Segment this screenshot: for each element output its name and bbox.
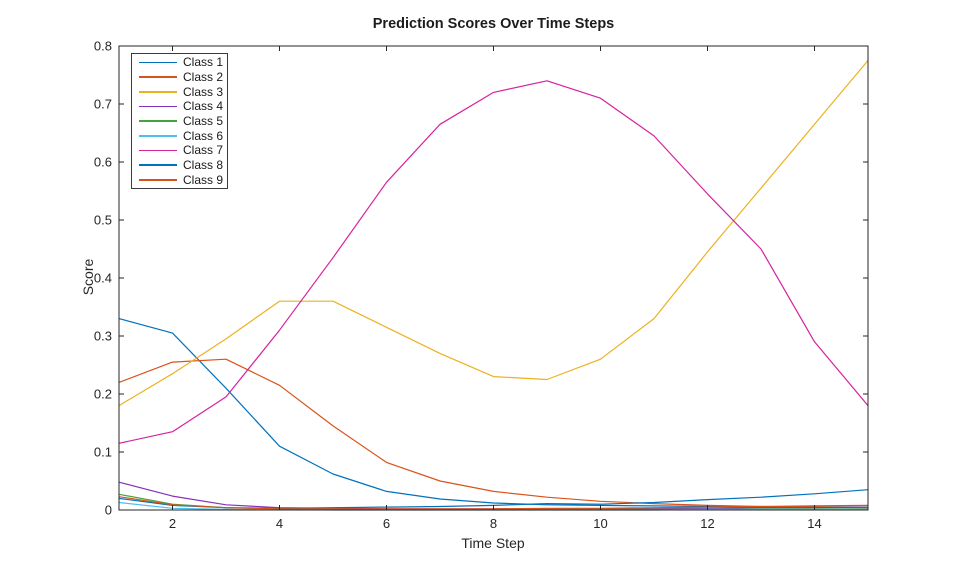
legend-label: Class 5 bbox=[183, 114, 224, 129]
legend-line-swatch bbox=[139, 90, 177, 93]
legend-line-swatch bbox=[139, 61, 177, 64]
axes-box bbox=[118, 45, 869, 511]
y-tick-label: 0.7 bbox=[94, 97, 112, 112]
x-tick-label: 8 bbox=[490, 516, 497, 531]
legend-label: Class 3 bbox=[183, 84, 224, 99]
y-tick-label: 0.2 bbox=[94, 387, 112, 402]
legend-line-swatch bbox=[139, 120, 177, 122]
legend-item-class-3: Class 3 bbox=[132, 84, 227, 99]
x-tick-label: 10 bbox=[593, 516, 607, 531]
x-tick-label: 2 bbox=[169, 516, 176, 531]
legend-label: Class 7 bbox=[183, 143, 224, 158]
y-tick-label: 0.3 bbox=[94, 329, 112, 344]
legend-line-swatch bbox=[139, 164, 177, 166]
y-tick-label: 0 bbox=[105, 503, 112, 518]
legend-item-class-6: Class 6 bbox=[132, 128, 227, 143]
legend-label: Class 6 bbox=[183, 128, 224, 143]
legend-line-swatch bbox=[139, 134, 177, 137]
y-tick-label: 0.5 bbox=[94, 213, 112, 228]
series-line-class-1 bbox=[118, 318, 868, 508]
legend-label: Class 8 bbox=[183, 158, 224, 173]
legend-line-swatch bbox=[139, 76, 177, 78]
legend-label: Class 9 bbox=[183, 172, 224, 187]
legend-label: Class 4 bbox=[183, 99, 224, 114]
legend-item-class-4: Class 4 bbox=[132, 99, 227, 114]
legend-line-swatch bbox=[139, 149, 177, 152]
series-line-class-2 bbox=[118, 358, 869, 509]
legend: Class 1 Class 2 Class 3 Class 4 Class 5 Class… bbox=[131, 53, 228, 190]
legend-label: Class 1 bbox=[183, 55, 224, 70]
legend-item-class-1: Class 1 bbox=[132, 55, 227, 70]
x-axis-label: Time Step bbox=[461, 535, 525, 551]
series-line-class-7 bbox=[118, 80, 869, 444]
x-tick-label: 14 bbox=[807, 516, 821, 531]
x-tick-label: 12 bbox=[700, 516, 714, 531]
y-tick-label: 0.8 bbox=[94, 39, 112, 54]
legend-line-swatch bbox=[139, 105, 177, 108]
series-line-class-3 bbox=[118, 60, 869, 407]
x-tick-label: 4 bbox=[276, 516, 283, 531]
y-tick-label: 0.1 bbox=[94, 445, 112, 460]
y-tick-label: 0.6 bbox=[94, 155, 112, 170]
legend-item-class-5: Class 5 bbox=[132, 114, 227, 129]
y-tick-label: 0.4 bbox=[94, 271, 112, 286]
legend-label: Class 2 bbox=[183, 70, 224, 85]
legend-item-class-2: Class 2 bbox=[132, 70, 227, 85]
chart-title: Prediction Scores Over Time Steps bbox=[372, 16, 615, 32]
legend-item-class-8: Class 8 bbox=[132, 158, 227, 173]
legend-item-class-9: Class 9 bbox=[132, 173, 227, 188]
legend-line-swatch bbox=[139, 179, 177, 181]
x-tick-label: 6 bbox=[383, 516, 390, 531]
legend-item-class-7: Class 7 bbox=[132, 143, 227, 158]
